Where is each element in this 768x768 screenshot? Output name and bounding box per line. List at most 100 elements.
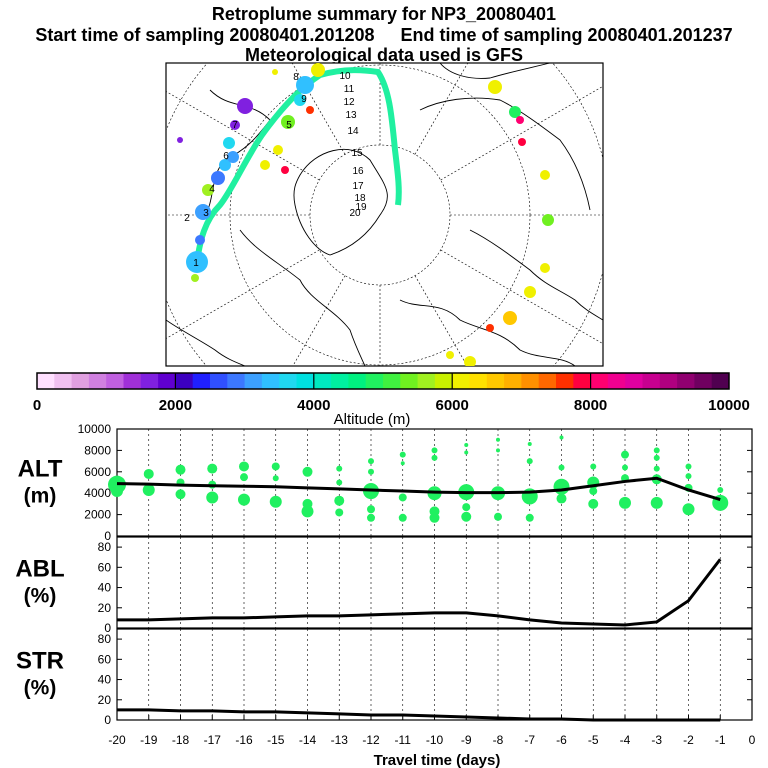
plume-particle-cluster [219, 159, 231, 171]
altitude-particle-point [335, 508, 344, 517]
plume-day-label: 2 [184, 213, 190, 224]
colorbar-cell [210, 373, 228, 389]
met-data-label: Meteorological data used is GFS [244, 45, 524, 65]
abl-panel: 0 20 40 60 80 ABL(%) [15, 536, 753, 635]
x-tick-label: -10 [426, 733, 444, 747]
colorbar-cell [71, 373, 90, 389]
altitude-particle-point [398, 513, 407, 522]
panel-y-label: STR [16, 648, 64, 675]
colorbar-cell [521, 373, 540, 389]
plume-day-label: 13 [345, 110, 357, 121]
altitude-particle-point [525, 513, 534, 522]
y-tick-label: 80 [98, 632, 112, 646]
plume-day-label: 10 [339, 71, 351, 82]
altitude-particle-point [367, 513, 375, 522]
plume-particle-cluster [516, 116, 524, 124]
plume-day-label: 19 [355, 202, 367, 213]
y-tick-label: 60 [98, 560, 112, 574]
panel-y-label: ABL [15, 556, 64, 583]
coastline [469, 229, 603, 321]
altitude-particle-point [556, 493, 567, 504]
altitude-particle-point [653, 447, 660, 454]
altitude-particle-point [368, 468, 374, 475]
altitude-particle-point [301, 505, 314, 518]
altitude-particle-point [553, 478, 570, 495]
plume-day-label: 9 [301, 94, 307, 105]
alt-panel: 0 2000 4000 6000 8000 10000 ALT(m) [18, 422, 753, 543]
altitude-particle-point [175, 464, 186, 475]
altitude-particle-point [653, 465, 660, 472]
x-tick-label: -16 [235, 733, 253, 747]
plume-day-label: 5 [286, 120, 292, 131]
plume-particle-cluster [294, 94, 306, 106]
plume-day-label: 8 [293, 72, 299, 83]
panel-y-label: (%) [24, 677, 57, 700]
plume-particle-cluster [202, 184, 214, 196]
altitude-particle-point [239, 461, 249, 472]
altitude-particle-point [399, 451, 406, 458]
meridian-line [166, 91, 320, 181]
coastline [419, 97, 591, 211]
plume-particle-cluster [237, 98, 253, 114]
colorbar-cell [244, 373, 263, 389]
coastline [293, 148, 388, 256]
plume-day-label: 20 [349, 208, 361, 219]
altitude-particle-point [462, 503, 471, 512]
altitude-particle-point [367, 505, 375, 514]
colorbar-cell [279, 373, 297, 389]
y-tick-label: 40 [98, 673, 112, 687]
altitude-particle-point [336, 465, 343, 472]
altitude-particle-point [588, 498, 599, 509]
altitude-particle-point [269, 495, 282, 508]
plume-day-label: 15 [351, 148, 363, 159]
altitude-particle-point [464, 450, 469, 455]
y-tick-label: 0 [104, 713, 111, 727]
chart-title: Retroplume summary for NP3_20080401 [211, 4, 557, 24]
altitude-particle-point [334, 495, 345, 506]
plume-particle-cluster [542, 214, 554, 226]
plume-particle-cluster [296, 76, 314, 94]
x-axis: -20 -19 -18 -17 -16 -15 -14 -13 -12 -11 -10 -9 -8 -7-… [108, 715, 756, 747]
colorbar-cell [88, 373, 107, 389]
altitude-particle-point [496, 437, 500, 442]
plume-particle-cluster [272, 69, 278, 75]
plume-day-label: 17 [352, 181, 364, 192]
plume-particle-cluster [464, 356, 476, 366]
altitude-particle-point [431, 447, 438, 454]
y-tick-label: 40 [98, 581, 112, 595]
altitude-particle-point [619, 496, 631, 509]
colorbar-cell [331, 373, 349, 389]
altitude-particle-point [685, 463, 692, 470]
x-axis-label: Travel time (days) [374, 752, 501, 768]
colorbar-tick-label: 0 [33, 397, 41, 414]
y-tick-label: 60 [98, 652, 112, 666]
plume-day-label: 3 [203, 208, 209, 219]
plume-particle-cluster [273, 145, 283, 155]
altitude-particle-point [302, 466, 313, 477]
colorbar-cell [383, 373, 401, 389]
sampling-times: Start time of sampling 20080401.201208 En… [0, 25, 768, 45]
colorbar-cell [37, 373, 55, 389]
x-tick-label: -20 [108, 733, 126, 747]
altitude-particle-point [558, 464, 565, 471]
altitude-particle-point [685, 473, 692, 480]
altitude-particle-point [431, 454, 438, 461]
colorbar-cell [313, 373, 332, 389]
plume-day-label: 1 [193, 258, 199, 269]
plume-trajectory [194, 67, 402, 263]
coastline [166, 319, 246, 366]
y-tick-label: 6000 [84, 465, 111, 479]
colorbar-cell [261, 373, 280, 389]
x-tick-label: -13 [331, 733, 349, 747]
y-tick-label: 0 [104, 529, 111, 543]
x-tick-label: -2 [683, 733, 694, 747]
colorbar-cell [711, 373, 730, 389]
y-tick-label: 2000 [84, 508, 111, 522]
plume-particle-cluster [488, 80, 502, 94]
panel-y-label: ALT [18, 456, 63, 483]
altitude-particle-point [650, 496, 663, 509]
altitude-particle-point [464, 443, 469, 448]
y-tick-label: 20 [98, 601, 112, 615]
plume-day-label: 11 [344, 84, 355, 95]
